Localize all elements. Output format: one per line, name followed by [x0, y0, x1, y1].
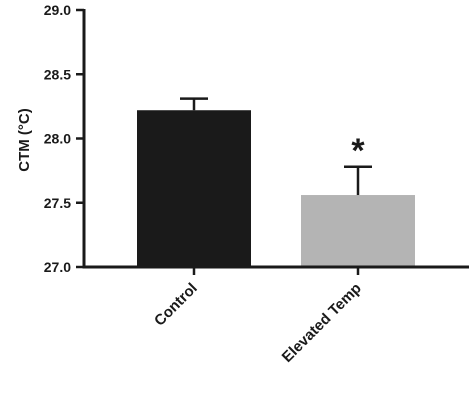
y-tick-label-5: 29.0	[44, 2, 71, 18]
y-axis-title: CTM (°C)	[16, 108, 33, 171]
x-category-label-2: Elevated Temp	[279, 280, 365, 366]
bars-layer	[137, 97, 415, 267]
significance-marker-1: *	[351, 132, 365, 170]
y-tick-label-4: 28.5	[44, 66, 71, 82]
x-category-label-1: Control	[151, 280, 201, 330]
y-tick-label-2: 27.5	[44, 195, 71, 211]
bar-1	[137, 110, 251, 267]
axes-layer	[76, 8, 469, 275]
bar-2	[301, 195, 415, 267]
y-tick-label-1: 27.0	[44, 259, 71, 275]
y-tick-label-3: 28.0	[44, 131, 71, 147]
